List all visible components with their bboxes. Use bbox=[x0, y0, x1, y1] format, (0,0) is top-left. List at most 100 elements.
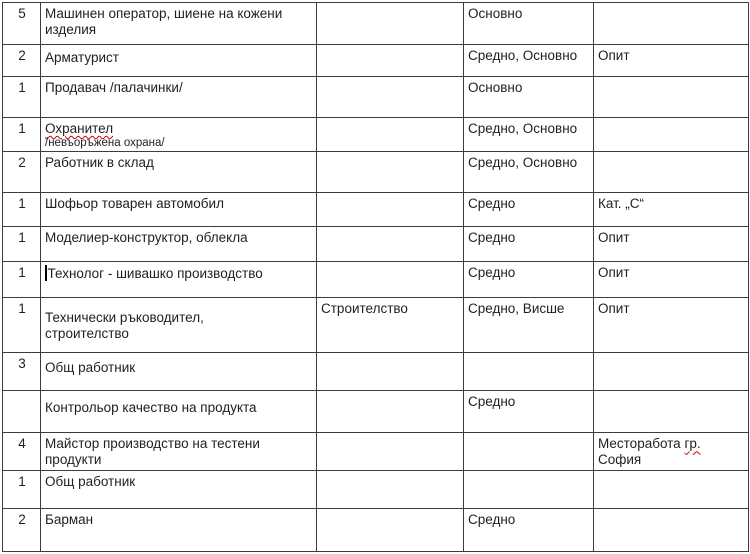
cell-job-title[interactable]: Машинен оператор, шиене на кожени издели… bbox=[40, 2, 317, 45]
table-row: 2 Работник в склад Средно, Основно bbox=[2, 151, 749, 194]
cell-count[interactable] bbox=[2, 390, 41, 434]
cell-job-title[interactable]: Продавач /палачинки/ bbox=[40, 76, 317, 118]
cell-count[interactable]: 3 bbox=[2, 352, 41, 392]
cell-notes[interactable] bbox=[593, 116, 749, 153]
cell-sector[interactable] bbox=[316, 2, 464, 45]
cell-sector[interactable] bbox=[316, 508, 464, 553]
cell-sector[interactable] bbox=[316, 261, 464, 299]
cell-job-title[interactable]: Барман bbox=[40, 508, 317, 553]
cell-education[interactable]: Средно bbox=[463, 390, 594, 434]
cell-education[interactable] bbox=[463, 470, 594, 510]
table-row: 4 Майстор производство на тестени продук… bbox=[2, 432, 749, 472]
job-title-text: Общ работник bbox=[45, 474, 136, 490]
table-row: 1 Охранител /невъоръжена охрана/ Средно,… bbox=[2, 116, 749, 153]
cell-sector[interactable] bbox=[316, 192, 464, 228]
cell-education[interactable] bbox=[463, 432, 594, 472]
table-row: 3 Общ работник bbox=[2, 352, 749, 392]
notes-text: София bbox=[598, 451, 642, 467]
table-row: 1 Общ работник bbox=[2, 470, 749, 510]
cell-sector[interactable] bbox=[316, 44, 464, 77]
cell-notes[interactable]: Опит bbox=[593, 226, 749, 263]
cell-job-title[interactable]: Шофьор товарен автомобил bbox=[40, 192, 317, 228]
cell-notes[interactable]: Кат. „С“ bbox=[593, 192, 749, 228]
job-title-text: Технически ръководител, строителство bbox=[45, 310, 204, 341]
notes-text: Месторабота bbox=[598, 436, 685, 452]
job-title-text: Общ работник bbox=[45, 360, 136, 376]
job-title-text: Майстор производство на тестени продукти bbox=[45, 436, 260, 467]
cell-count[interactable]: 4 bbox=[2, 432, 41, 472]
cell-count[interactable]: 2 bbox=[2, 151, 41, 194]
cell-education[interactable]: Средно, Основно bbox=[463, 44, 594, 77]
job-title-text: Шофьор товарен автомобил bbox=[45, 196, 224, 212]
cell-job-title[interactable]: Моделиер-конструктор, облекла bbox=[40, 226, 317, 263]
cell-sector[interactable] bbox=[316, 390, 464, 434]
table-row: Контрольор качество на продукта Средно bbox=[2, 390, 749, 434]
cell-notes[interactable]: Опит bbox=[593, 44, 749, 77]
cell-count[interactable]: 1 bbox=[2, 297, 41, 354]
job-title-text: Арматурист bbox=[45, 50, 119, 65]
cell-notes[interactable] bbox=[593, 390, 749, 434]
cell-job-title[interactable]: Арматурист bbox=[40, 44, 317, 77]
job-title-text: Машинен оператор, шиене на кожени издели… bbox=[45, 6, 283, 37]
cell-job-title[interactable]: Работник в склад bbox=[40, 151, 317, 194]
cell-sector[interactable] bbox=[316, 116, 464, 153]
job-title-text: Контрольор качество на продукта bbox=[45, 400, 257, 416]
cell-count[interactable]: 1 bbox=[2, 470, 41, 510]
cell-education[interactable]: Средно bbox=[463, 508, 594, 553]
cell-education[interactable]: Средно bbox=[463, 192, 594, 228]
cell-job-title[interactable]: Общ работник bbox=[40, 352, 317, 392]
job-title-text: Моделиер-конструктор, облекла bbox=[45, 230, 248, 246]
cell-notes[interactable]: Опит bbox=[593, 297, 749, 354]
cell-job-title[interactable]: Общ работник bbox=[40, 470, 317, 510]
cell-education[interactable]: Средно, Висше bbox=[463, 297, 594, 354]
table-row: 1 Моделиер-конструктор, облекла Средно О… bbox=[2, 226, 749, 263]
cell-notes[interactable] bbox=[593, 2, 749, 45]
cell-sector[interactable] bbox=[316, 432, 464, 472]
job-title-text-misspelled: Охранител bbox=[45, 121, 114, 136]
cell-job-title[interactable]: Охранител /невъоръжена охрана/ bbox=[40, 116, 317, 153]
table-row: 1 Шофьор товарен автомобил Средно Кат. „… bbox=[2, 192, 749, 228]
table-row: 1 Продавач /палачинки/ Основно bbox=[2, 76, 749, 118]
job-title-subtext: /невъоръжена охрана/ bbox=[45, 136, 165, 149]
cell-notes[interactable] bbox=[593, 508, 749, 553]
cell-sector[interactable] bbox=[316, 76, 464, 118]
job-title-text: Технолог - шивашко производство bbox=[47, 266, 263, 282]
cell-count[interactable]: 1 bbox=[2, 226, 41, 263]
cell-sector[interactable] bbox=[316, 151, 464, 194]
cell-count[interactable]: 1 bbox=[2, 261, 41, 299]
cell-education[interactable]: Средно bbox=[463, 226, 594, 263]
cell-sector[interactable] bbox=[316, 352, 464, 392]
cell-sector[interactable] bbox=[316, 470, 464, 510]
job-title-text: Продавач /палачинки/ bbox=[45, 80, 183, 95]
cell-count[interactable]: 1 bbox=[2, 192, 41, 228]
cell-education[interactable]: Средно, Основно bbox=[463, 116, 594, 153]
cell-job-title[interactable]: Технически ръководител, строителство bbox=[40, 297, 317, 354]
cell-job-title[interactable]: Контрольор качество на продукта bbox=[40, 390, 317, 434]
notes-text-misspelled: гр. bbox=[684, 436, 701, 452]
job-title-text: Работник в склад bbox=[45, 155, 154, 171]
cell-count[interactable]: 5 bbox=[2, 2, 41, 45]
table-row: 2 Арматурист Средно, Основно Опит bbox=[2, 44, 749, 77]
cell-count[interactable]: 1 bbox=[2, 76, 41, 118]
cell-notes[interactable]: Опит bbox=[593, 261, 749, 299]
cell-notes[interactable] bbox=[593, 76, 749, 118]
cell-count[interactable]: 2 bbox=[2, 508, 41, 553]
cell-count[interactable]: 1 bbox=[2, 116, 41, 153]
cell-education[interactable]: Основно bbox=[463, 2, 594, 45]
cell-notes[interactable] bbox=[593, 352, 749, 392]
cell-education[interactable]: Средно bbox=[463, 261, 594, 299]
cell-notes[interactable]: Месторабота гр. София bbox=[593, 432, 749, 472]
cell-notes[interactable] bbox=[593, 470, 749, 510]
cell-sector[interactable] bbox=[316, 226, 464, 263]
cell-education[interactable] bbox=[463, 352, 594, 392]
cell-notes[interactable] bbox=[593, 151, 749, 194]
cell-education[interactable]: Основно bbox=[463, 76, 594, 118]
cell-job-title[interactable]: Майстор производство на тестени продукти bbox=[40, 432, 317, 472]
cell-education[interactable]: Средно, Основно bbox=[463, 151, 594, 194]
table-row: 2 Барман Средно bbox=[2, 508, 749, 553]
cell-count[interactable]: 2 bbox=[2, 44, 41, 77]
cell-sector[interactable]: Строителство bbox=[316, 297, 464, 354]
cell-job-title[interactable]: Технолог - шивашко производство bbox=[40, 261, 317, 299]
